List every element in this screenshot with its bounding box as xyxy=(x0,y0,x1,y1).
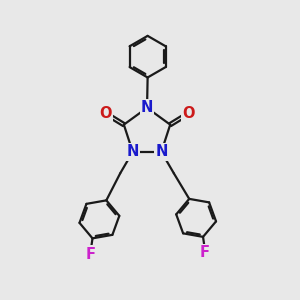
Text: N: N xyxy=(155,144,167,159)
Text: O: O xyxy=(182,106,195,121)
Text: O: O xyxy=(99,106,112,121)
Text: F: F xyxy=(86,247,96,262)
Text: F: F xyxy=(200,245,209,260)
Text: N: N xyxy=(141,100,153,115)
Text: N: N xyxy=(127,144,139,159)
